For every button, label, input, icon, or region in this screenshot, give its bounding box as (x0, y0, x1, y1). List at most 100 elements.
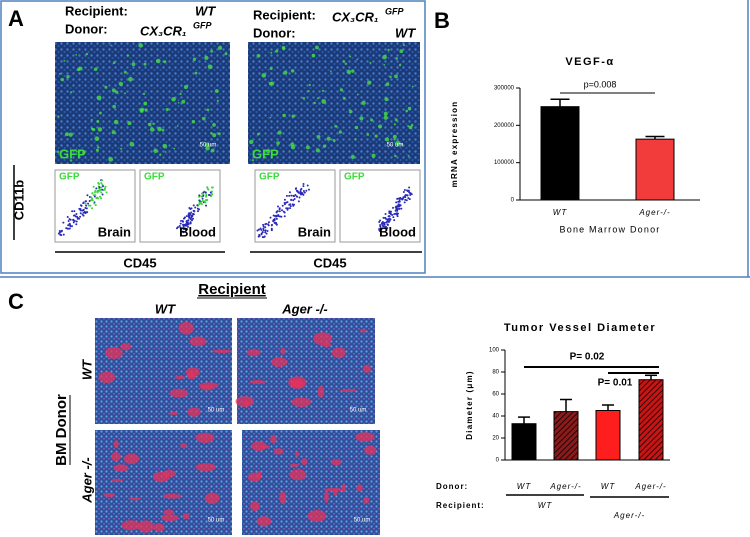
event (82, 202, 85, 205)
event (179, 222, 182, 225)
event (207, 194, 210, 197)
event (84, 207, 87, 210)
micrograph (55, 42, 230, 164)
vessel (129, 497, 142, 501)
event (104, 185, 107, 188)
recipient-title: Recipient (198, 281, 266, 298)
cell (152, 122, 155, 126)
event (292, 199, 295, 202)
event (82, 214, 85, 217)
event (102, 185, 105, 188)
event (286, 208, 289, 211)
event (408, 191, 411, 194)
cell (110, 44, 112, 47)
event (203, 200, 206, 203)
event (395, 208, 398, 211)
cell (162, 143, 168, 149)
event (262, 229, 265, 232)
cell (155, 58, 161, 64)
vessel (270, 434, 277, 444)
vessel (324, 488, 344, 492)
event (292, 194, 295, 197)
event (395, 205, 398, 208)
event (302, 193, 305, 196)
event (85, 204, 88, 207)
event (391, 206, 394, 209)
cell (281, 45, 286, 50)
cell (164, 151, 167, 153)
event (288, 194, 291, 197)
event (60, 234, 63, 237)
x-tick-label: WT (553, 208, 568, 217)
event (303, 191, 306, 194)
cell (153, 148, 158, 154)
vessel (279, 491, 287, 505)
cell (161, 128, 165, 132)
event (79, 215, 82, 218)
cell (383, 111, 388, 116)
event (286, 207, 289, 210)
vessel (251, 441, 267, 451)
event (259, 227, 262, 230)
event (198, 199, 201, 202)
event (84, 202, 87, 205)
cell (123, 70, 127, 74)
cell (354, 138, 357, 141)
event (193, 210, 196, 213)
event (393, 213, 396, 216)
vessel (362, 364, 372, 373)
cell (183, 85, 188, 90)
vessel (153, 523, 165, 532)
event (391, 214, 394, 217)
micrograph (95, 318, 232, 424)
recipient-label: Recipient: (253, 7, 316, 22)
event (403, 201, 406, 204)
cell (120, 147, 123, 150)
event (189, 221, 192, 224)
event (275, 211, 278, 214)
flow-plot: GFP Blood (139, 169, 221, 243)
event (70, 225, 73, 228)
event (67, 224, 70, 227)
event (283, 203, 286, 206)
event (301, 192, 304, 195)
event (407, 197, 410, 200)
event (404, 198, 407, 201)
vessel (189, 336, 207, 347)
event (379, 219, 382, 222)
flow-plot: GFP Brain (254, 169, 336, 243)
event (383, 223, 386, 226)
vessel (152, 471, 170, 483)
cell (383, 115, 388, 120)
event (202, 194, 205, 197)
vessel (113, 440, 119, 449)
cell (342, 96, 346, 100)
vessel (137, 520, 154, 533)
cell (321, 89, 325, 92)
vessel (182, 513, 190, 520)
vessel (317, 385, 325, 398)
cell (163, 60, 167, 64)
event (262, 225, 265, 228)
cell (405, 109, 409, 113)
event (85, 200, 88, 203)
event (294, 194, 297, 197)
cell (385, 137, 390, 142)
cell (269, 67, 273, 71)
cell (276, 141, 280, 145)
vessel (355, 432, 375, 442)
event (410, 193, 413, 196)
cell (384, 97, 389, 102)
cell (387, 48, 390, 52)
event (256, 229, 259, 232)
cell (95, 148, 99, 152)
recipient-sup: GFP (385, 6, 404, 16)
cell (348, 109, 353, 114)
vessel (331, 347, 346, 359)
event (100, 186, 103, 189)
event (392, 216, 395, 219)
event (386, 219, 389, 222)
image-label: GFP (252, 146, 279, 161)
cell (66, 75, 70, 79)
